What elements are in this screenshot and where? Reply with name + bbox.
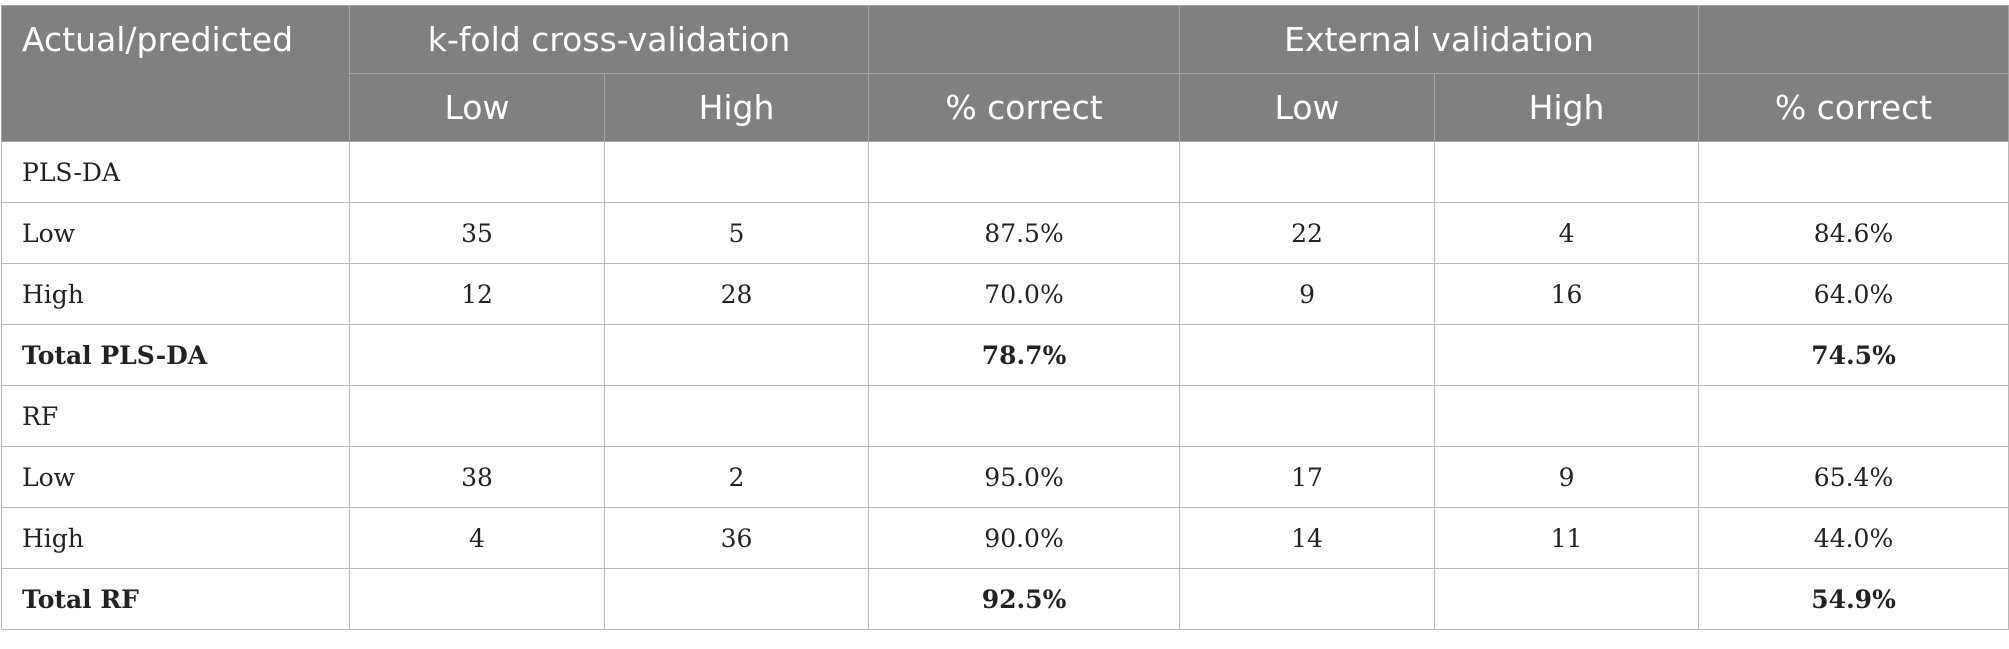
table-cell: 38 (349, 446, 605, 508)
table-row: Low 38 2 95.0% 17 9 65.4% (1, 446, 2009, 508)
column-header-kfold-high: High (603, 73, 870, 142)
table-cell: 9 (1434, 446, 1700, 508)
table-header: Actual/predicted k-fold cross-validation… (1, 5, 2009, 142)
column-header-kfold-correct: % correct (868, 73, 1181, 142)
total-row-rf: Total RF 92.5% 54.9% (1, 568, 2009, 630)
row-label: RF (1, 385, 350, 447)
table-row: High 12 28 70.0% 9 16 64.0% (1, 263, 2009, 325)
table-cell: 90.0% (868, 507, 1181, 569)
section-row-rf: RF (1, 385, 2009, 447)
row-label: High (1, 507, 350, 569)
row-label: Low (1, 202, 350, 264)
section-row-plsda: PLS-DA (1, 141, 2009, 203)
table-cell: 70.0% (868, 263, 1181, 325)
table-cell (1179, 141, 1436, 203)
table-cell: 44.0% (1698, 507, 2009, 569)
row-label: Total PLS-DA (1, 324, 350, 386)
row-label: Total RF (1, 568, 350, 630)
table-cell (603, 324, 870, 386)
corner-header: Actual/predicted (1, 5, 350, 142)
table-cell: 11 (1434, 507, 1700, 569)
table-cell: 65.4% (1698, 446, 2009, 508)
table-cell: 17 (1179, 446, 1436, 508)
table-cell (868, 141, 1181, 203)
table-cell: 87.5% (868, 202, 1181, 264)
table-cell: 78.7% (868, 324, 1181, 386)
table-cell: 64.0% (1698, 263, 2009, 325)
group-header-empty (1698, 5, 2009, 74)
table-cell (1698, 385, 2009, 447)
table-cell: 36 (603, 507, 870, 569)
table-cell (1434, 385, 1700, 447)
table-cell (603, 385, 870, 447)
table-cell (603, 141, 870, 203)
table-cell: 16 (1434, 263, 1700, 325)
header-row-columns: Low High % correct Low High % correct (2, 73, 2009, 142)
header-row-groups: Actual/predicted k-fold cross-validation… (1, 5, 2009, 142)
table-cell (603, 568, 870, 630)
total-row-plsda: Total PLS-DA 78.7% 74.5% (1, 324, 2009, 386)
table-cell (1434, 324, 1700, 386)
table-body: PLS-DA Low 35 5 87.5% 22 4 84.6% High 12… (1, 141, 2009, 630)
table-cell (1698, 141, 2009, 203)
table-cell: 84.6% (1698, 202, 2009, 264)
table-cell (349, 141, 605, 203)
group-header-empty (868, 5, 1181, 74)
table-cell (1179, 385, 1436, 447)
table-cell: 22 (1179, 202, 1436, 264)
table-cell: 74.5% (1698, 324, 2009, 386)
table-row: Low 35 5 87.5% 22 4 84.6% (1, 202, 2009, 264)
column-header-external-correct: % correct (1698, 73, 2009, 142)
table-cell: 54.9% (1698, 568, 2009, 630)
table-cell: 4 (1434, 202, 1700, 264)
table-row: High 4 36 90.0% 14 11 44.0% (1, 507, 2009, 569)
table-cell: 9 (1179, 263, 1436, 325)
table-cell: 4 (349, 507, 605, 569)
table-cell (1434, 568, 1700, 630)
table-cell: 2 (603, 446, 870, 508)
table-cell (349, 324, 605, 386)
table-cell: 95.0% (868, 446, 1181, 508)
table-cell (1179, 324, 1436, 386)
table-cell (1434, 141, 1700, 203)
table-cell: 12 (349, 263, 605, 325)
table-cell: 28 (603, 263, 870, 325)
table-cell: 5 (603, 202, 870, 264)
table-cell (349, 568, 605, 630)
column-header-external-high: High (1434, 73, 1700, 142)
group-header-external: External validation (1179, 5, 1700, 74)
table-cell: 92.5% (868, 568, 1181, 630)
table-cell (1179, 568, 1436, 630)
column-header-external-low: Low (1179, 73, 1436, 142)
row-label: PLS-DA (1, 141, 350, 203)
column-header-kfold-low: Low (349, 73, 605, 142)
table-cell: 14 (1179, 507, 1436, 569)
row-label: High (1, 263, 350, 325)
group-header-kfold: k-fold cross-validation (348, 5, 870, 74)
table-cell: 35 (349, 202, 605, 264)
table-cell (349, 385, 605, 447)
results-table: Actual/predicted k-fold cross-validation… (1, 5, 2009, 630)
table-cell (868, 385, 1181, 447)
row-label: Low (1, 446, 350, 508)
